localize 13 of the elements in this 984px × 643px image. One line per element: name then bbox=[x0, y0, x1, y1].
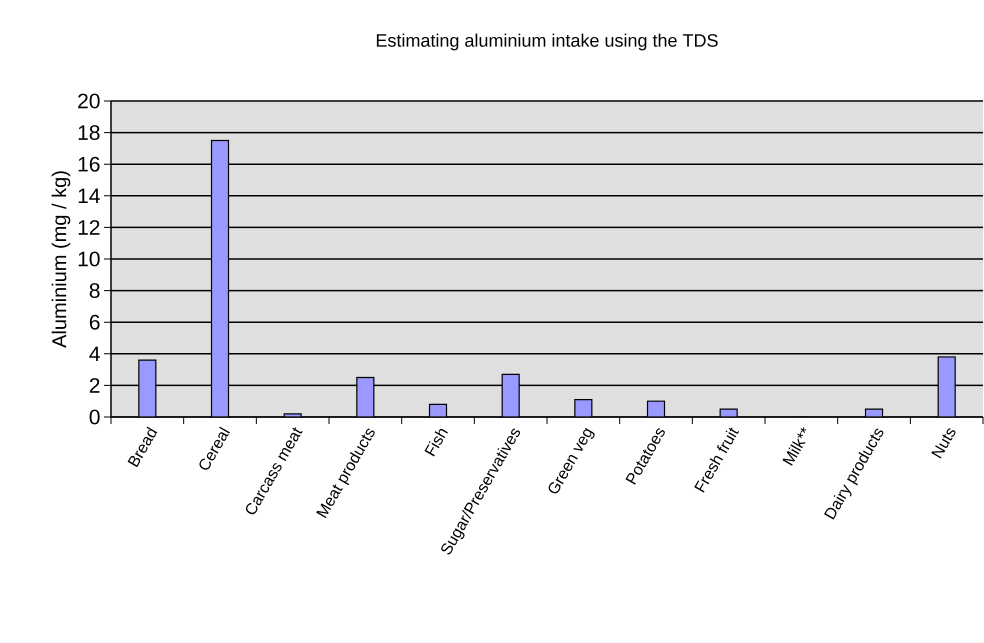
y-tick-label: 8 bbox=[90, 283, 100, 298]
y-tick-label: 10 bbox=[78, 252, 100, 266]
y-tick-label: 20 bbox=[78, 94, 100, 108]
y-tick-label: 6 bbox=[90, 314, 100, 330]
y-tick-label: 16 bbox=[78, 156, 100, 172]
y-axis-title: Aluminium (mg / kg) bbox=[52, 171, 70, 348]
y-tick-label: 12 bbox=[78, 220, 100, 235]
y-tick-label: 14 bbox=[78, 188, 100, 204]
y-tick-label: 4 bbox=[89, 346, 100, 362]
chart-title: Estimating aluminium intake using the TDS bbox=[376, 34, 718, 50]
y-tick-label: 18 bbox=[78, 125, 100, 140]
y-tick-label: 2 bbox=[90, 378, 100, 393]
y-tick-label: 0 bbox=[90, 410, 100, 424]
